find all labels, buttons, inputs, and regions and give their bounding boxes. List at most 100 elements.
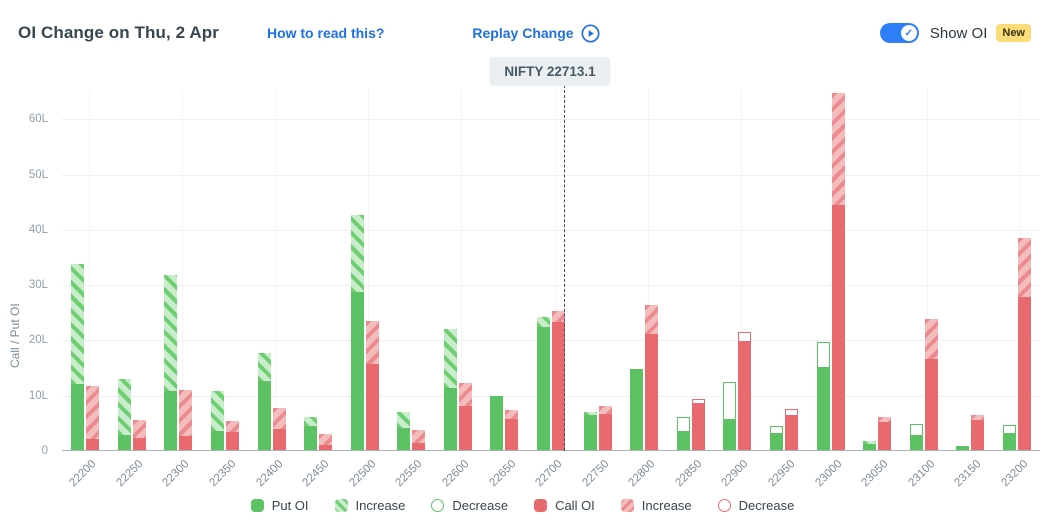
solid-green-segment [863,443,877,450]
h-gridline [62,229,1040,231]
call-bar[interactable] [598,406,612,450]
call-bar[interactable] [738,331,752,450]
put-bar[interactable] [816,341,830,450]
show-oi-toggle[interactable]: ✓ [879,23,919,43]
put-bar[interactable] [909,424,923,450]
solid-green-segment [257,380,271,450]
x-tick-label: 22800 [626,458,658,490]
call-bar[interactable] [1017,238,1031,450]
put-bar[interactable] [490,396,504,450]
chart-legend: Put OI Increase Decrease Call OI Increase Dec… [0,498,1045,513]
h-gridline [62,340,1040,342]
hatch-green-legend-icon [334,499,348,512]
hatch-green-segment [350,215,364,293]
call-bar[interactable] [226,420,240,450]
put-bar[interactable] [397,412,411,450]
call-bar[interactable] [784,409,798,450]
call-bar[interactable] [272,408,286,450]
h-gridline [62,119,1040,121]
show-oi-label: Show OI [929,24,988,42]
solid-green-legend-icon [250,499,264,512]
put-bar[interactable] [1002,425,1016,450]
put-bar[interactable] [164,274,178,450]
legend-item-hatch-red[interactable]: Increase [620,498,692,513]
hatch-green-segment [211,391,225,432]
hatch-green-segment [71,263,85,384]
solid-red-segment [598,414,612,450]
legend-item-hatch-green[interactable]: Increase [334,498,405,513]
strike-group-22400: 22400 [248,90,295,489]
call-bar[interactable] [412,430,426,450]
hatch-red-segment [878,416,892,423]
put-bar[interactable] [956,445,970,450]
strike-group-22950: 22950 [761,90,808,489]
put-bar[interactable] [537,317,551,450]
strike-group-23000: 23000 [807,90,854,489]
replay-change-link[interactable]: Replay Change [472,23,600,43]
put-bar[interactable] [769,426,783,450]
call-bar[interactable] [179,389,193,450]
put-bar[interactable] [723,381,737,450]
how-to-read-link[interactable]: How to read this? [266,25,385,41]
put-bar[interactable] [863,441,877,450]
call-bar[interactable] [552,310,566,450]
h-gridline [62,285,1040,287]
call-bar[interactable] [971,415,985,450]
y-tick-label: 10L [28,389,48,402]
v-gridline [926,90,928,450]
put-bar[interactable] [583,412,597,450]
show-oi-control: ✓ Show OI New [879,23,1031,43]
x-tick-label: 23050 [859,458,891,490]
oi-change-chart: Call / Put OI 0 10L 20L 30L 40L 50L 60L 22200 2… [0,50,1045,532]
call-bar[interactable] [458,382,472,450]
call-bar[interactable] [691,399,705,450]
put-bar[interactable] [630,369,644,450]
solid-green-segment [909,434,923,450]
put-bar[interactable] [257,352,271,450]
solid-red-segment [552,322,566,450]
put-bar[interactable] [350,215,364,450]
legend-item-outline-green[interactable]: Decrease [431,498,508,513]
call-bar[interactable] [878,416,892,450]
solid-red-segment [1017,297,1031,450]
new-badge: New [996,24,1031,42]
toggle-check-icon: ✓ [900,25,917,41]
call-bar[interactable] [924,319,938,450]
x-tick-label: 23000 [812,458,845,490]
solid-red-segment [412,443,426,450]
strike-group-23200: 23200 [994,90,1041,489]
legend-item-solid-green[interactable]: Put OI [250,498,309,513]
play-circle-icon[interactable] [581,23,600,43]
put-bar[interactable] [304,416,318,450]
put-bar[interactable] [211,391,225,450]
legend-item-solid-red[interactable]: Call OI [534,498,595,513]
hatch-red-segment [831,93,845,206]
call-bar[interactable] [831,93,845,450]
strike-group-23050: 23050 [854,90,901,489]
strike-group-22600: 22600 [435,90,482,489]
hatch-green-segment [164,274,178,391]
outline-green-segment [909,424,923,435]
hatch-green-segment [443,328,457,389]
put-bar[interactable] [117,378,131,450]
strike-group-22750: 22750 [574,90,621,489]
call-bar[interactable] [319,434,333,450]
legend-item-outline-red[interactable]: Decrease [717,498,794,513]
x-tick-label: 22900 [719,458,751,490]
v-gridline [368,90,370,450]
strike-group-22800: 22800 [621,90,668,489]
y-tick-label: 40L [28,223,48,236]
put-bar[interactable] [676,416,690,450]
strike-group-22700: 22700 [528,90,575,489]
strike-group-22550: 22550 [388,90,435,489]
call-bar[interactable] [86,385,100,450]
put-bar[interactable] [443,328,457,450]
call-bar[interactable] [645,304,659,450]
call-bar[interactable] [132,419,146,450]
hatch-red-segment [1017,238,1031,298]
call-bar[interactable] [505,409,519,450]
x-tick-label: 22850 [673,458,705,490]
put-bar[interactable] [71,263,85,450]
call-bar[interactable] [365,321,379,450]
strike-group-22350: 22350 [202,90,249,489]
